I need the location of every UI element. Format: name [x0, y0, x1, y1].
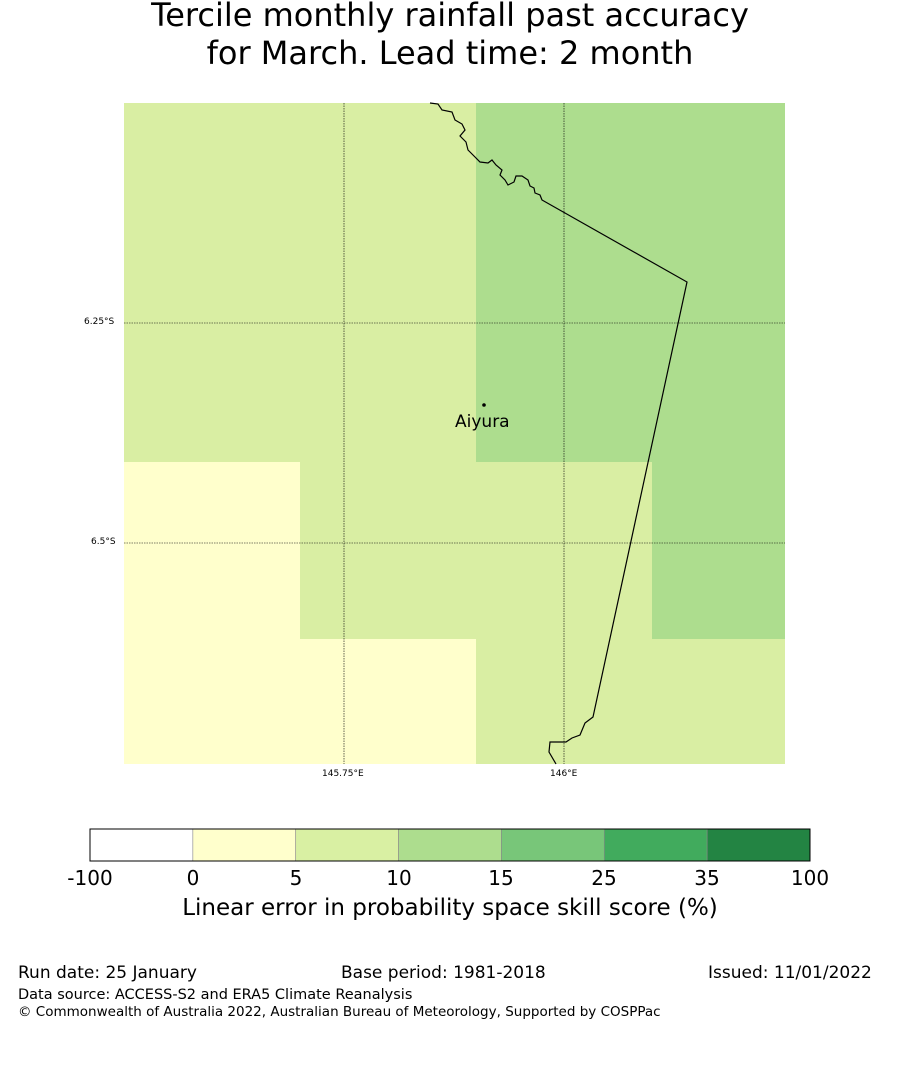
- run-date: Run date: 25 January: [18, 963, 197, 983]
- map-cell: [300, 462, 652, 639]
- map-cell: [476, 639, 785, 764]
- lon-label: 145.75°E: [322, 769, 364, 779]
- chart-title-line-2: for March. Lead time: 2 month: [206, 34, 694, 72]
- colorbar-segment: [192, 828, 297, 862]
- colorbar-tick-label: -100: [67, 866, 113, 890]
- place-label: Aiyura: [455, 412, 510, 432]
- lat-label: 6.5°S: [91, 537, 116, 547]
- lat-label: 6.25°S: [84, 317, 115, 327]
- border-line: [429, 102, 688, 765]
- colorbar-tick-label: 0: [186, 866, 200, 890]
- colorbar-tick-label: 15: [488, 866, 514, 890]
- colorbar-tick-label: 100: [790, 866, 830, 890]
- colorbar-segment: [295, 828, 399, 862]
- colorbar-tick-label: 25: [591, 866, 617, 890]
- copyright: © Commonwealth of Australia 2022, Austra…: [18, 1004, 661, 1020]
- data-source: Data source: ACCESS-S2 and ERA5 Climate …: [18, 987, 413, 1003]
- colorbar-boxes: [89, 828, 811, 862]
- colorbar-tick-label: 10: [386, 866, 412, 890]
- map-cell: [124, 462, 300, 764]
- base-period: Base period: 1981-2018: [341, 963, 546, 983]
- map-cell: [300, 639, 476, 764]
- issued-date: Issued: 11/01/2022: [708, 963, 872, 983]
- map-cell: [476, 103, 785, 462]
- chart-title-line-1: Tercile monthly rainfall past accuracy: [151, 0, 749, 34]
- map-cell: [652, 462, 785, 639]
- place-marker: [482, 403, 486, 407]
- colorbar-label: Linear error in probability space skill …: [182, 895, 718, 921]
- colorbar-frame: [89, 828, 811, 862]
- map-cell: [124, 103, 476, 462]
- colorbar-segment: [501, 828, 605, 862]
- colorbar-segment: [89, 828, 194, 862]
- colorbar-tick-label: 5: [289, 866, 303, 890]
- colorbar-tick-label: 35: [694, 866, 720, 890]
- lon-label: 146°E: [550, 769, 578, 779]
- colorbar-segment: [706, 828, 811, 862]
- colorbar-segment: [603, 828, 708, 862]
- map-gridlines: [124, 103, 785, 764]
- colorbar-segment: [398, 828, 502, 862]
